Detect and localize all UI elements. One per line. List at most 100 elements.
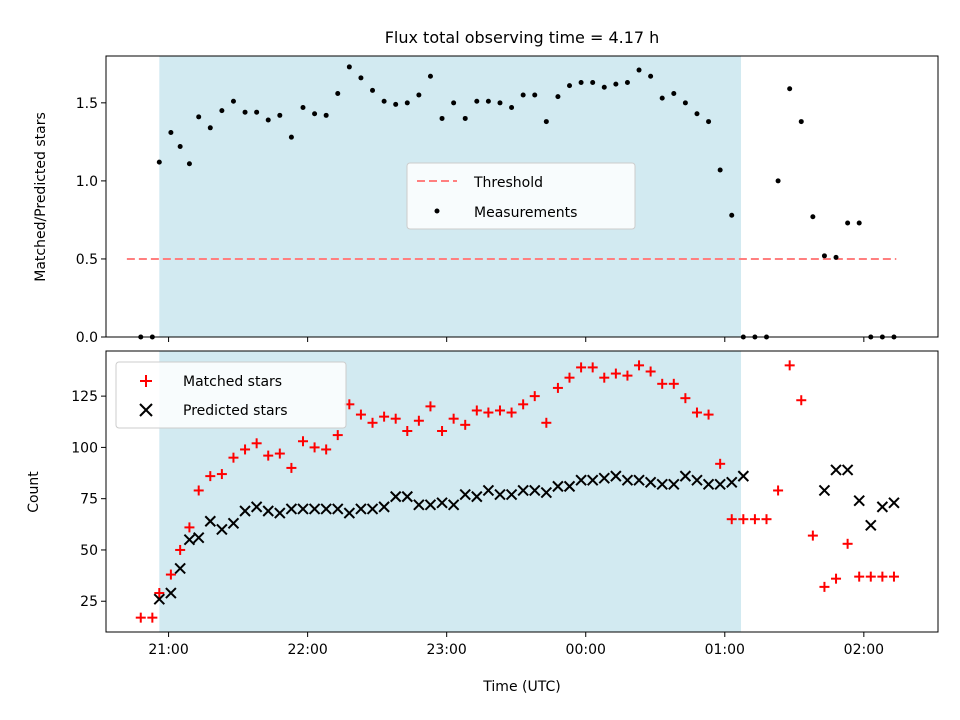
predicted-star-point <box>575 474 587 486</box>
top-y-tick-label: 1.0 <box>76 174 98 190</box>
measurement-point <box>671 90 677 96</box>
predicted-star-x-b <box>841 464 854 476</box>
predicted-star-x-b <box>165 587 177 599</box>
predicted-star-x-b <box>621 474 634 486</box>
predicted-star-x-b <box>343 507 356 519</box>
matched-star-point <box>165 569 176 580</box>
measurement-point <box>590 80 596 86</box>
matched-star-point <box>796 395 807 406</box>
predicted-star-x-b <box>482 484 495 497</box>
predicted-star-point <box>876 501 889 513</box>
measurement-point <box>156 159 162 165</box>
predicted-star-point <box>656 478 668 491</box>
predicted-star-x-b <box>250 501 263 513</box>
predicted-star-point <box>343 507 356 519</box>
predicted-star-point <box>830 464 842 476</box>
bottom-legend: Matched stars Predicted stars <box>115 361 347 429</box>
predicted-star-x-b <box>436 497 448 509</box>
bottom-panel: 25 50 75 100 125 21:00 22:00 23:00 00:00 01:00 02… <box>26 350 939 695</box>
measurement-point <box>177 144 183 150</box>
predicted-star-point <box>285 503 298 515</box>
bottom-x-tick-label: 23:00 <box>426 642 466 658</box>
matched-star-point <box>175 544 186 555</box>
measurement-point <box>509 105 515 111</box>
measurement-point <box>787 86 793 92</box>
legend-matched-label: Matched stars <box>183 374 282 390</box>
predicted-star-x-b <box>297 503 309 515</box>
measurement-point <box>706 119 712 125</box>
top-y-tick-label: 1.5 <box>76 96 98 112</box>
measurement-point <box>207 125 213 131</box>
bottom-x-ticks: 21:00 22:00 23:00 00:00 01:00 02:00 <box>148 632 884 658</box>
predicted-star-point <box>563 480 576 493</box>
predicted-star-point <box>227 517 240 529</box>
measurement-point <box>636 67 642 73</box>
matched-star-point <box>529 391 540 402</box>
measurement-point <box>230 98 236 104</box>
predicted-star-x-b <box>401 490 413 503</box>
predicted-star-x-b <box>610 470 622 482</box>
matched-star-point <box>154 588 165 599</box>
predicted-star-point <box>644 476 657 488</box>
predicted-star-point <box>216 523 228 536</box>
matched-star-point <box>147 612 158 623</box>
predicted-star-point <box>436 497 448 509</box>
predicted-star-point <box>378 501 390 513</box>
predicted-star-x-b <box>389 490 402 503</box>
measurement-point <box>682 100 688 106</box>
matched-star-point <box>437 425 448 436</box>
matched-star-point <box>402 425 413 436</box>
predicted-star-point <box>494 488 506 501</box>
matched-star-point <box>564 372 575 383</box>
predicted-star-x-b <box>332 503 344 515</box>
predicted-star-point <box>424 499 437 511</box>
measurement-point <box>439 115 445 121</box>
matched-star-point <box>691 407 702 418</box>
matched-star-point <box>877 571 888 582</box>
predicted-star-x-b <box>459 488 471 501</box>
predicted-star-point <box>308 503 321 515</box>
predicted-star-x-b <box>413 499 425 511</box>
measurement-point <box>416 92 422 98</box>
top-y-ticks: 0.0 0.5 1.0 1.5 <box>76 96 106 346</box>
predicted-star-x-b <box>540 486 553 499</box>
legend-predicted-label: Predicted stars <box>183 403 288 419</box>
top-y-tick-label: 0.5 <box>76 252 98 268</box>
measurement-point <box>242 109 248 115</box>
matched-star-point <box>297 436 308 447</box>
predicted-star-x-b <box>183 533 196 546</box>
measurement-point <box>532 92 538 98</box>
matched-star-point <box>367 417 378 428</box>
matched-star-point <box>228 452 239 463</box>
predicted-star-x-b <box>424 499 437 511</box>
top-panel: 0.0 0.5 1.0 1.5 Matched/Predicted stars Thr… <box>33 55 939 346</box>
predicted-star-x-b <box>633 474 645 486</box>
matched-star-point <box>622 370 633 381</box>
matched-star-point <box>321 444 332 455</box>
predicted-star-x-b <box>262 505 274 517</box>
measurement-point <box>300 105 306 111</box>
predicted-star-x-b <box>153 593 166 605</box>
measurement-point <box>798 119 804 125</box>
measurement-point <box>312 111 318 117</box>
predicted-star-point <box>610 470 622 482</box>
top-x-ticks <box>168 337 865 342</box>
measurement-point <box>346 64 352 70</box>
matched-star-point <box>413 415 424 426</box>
predicted-star-point <box>297 503 309 515</box>
predicted-star-x-b <box>853 495 865 507</box>
predicted-star-x-b <box>216 523 228 536</box>
predicted-star-point <box>482 484 495 497</box>
matched-star-point <box>668 378 679 389</box>
matched-star-point <box>680 393 691 404</box>
measurement-point <box>567 83 573 89</box>
matched-star-point <box>309 442 320 453</box>
measurement-point <box>729 212 735 218</box>
predicted-star-point <box>389 490 402 503</box>
measurement-point <box>659 95 665 101</box>
matched-star-point <box>761 514 772 525</box>
measurement-point <box>543 119 549 125</box>
predicted-star-x-b <box>204 515 216 527</box>
measurements-points <box>138 64 897 340</box>
predicted-star-point <box>668 478 680 491</box>
